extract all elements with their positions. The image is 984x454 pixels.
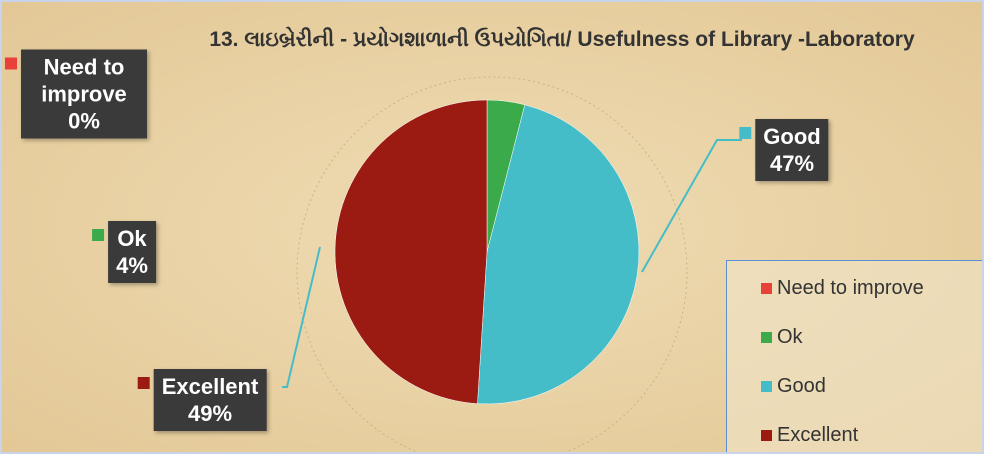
- label-swatch: [739, 127, 752, 139]
- legend-item: Excellent: [727, 422, 982, 452]
- data-label: Excellent 49%: [137, 369, 267, 431]
- label-value: 47%: [769, 151, 815, 176]
- label-category: Excellent: [161, 374, 259, 399]
- legend-swatch: [761, 283, 772, 294]
- legend-swatch: [761, 430, 772, 441]
- label-swatch: [92, 229, 105, 241]
- legend-item: Good: [727, 373, 982, 422]
- label-value: 4%: [116, 253, 148, 278]
- pie-slice: [477, 104, 640, 405]
- pie-slice: [334, 99, 488, 404]
- legend: Need to improve Ok Good Excellent: [726, 260, 982, 452]
- chart-title: 13. લાઇબ્રેરીની - પ્રયોગશાળાની ઉપયોગિતા/…: [209, 28, 915, 51]
- legend-swatch: [761, 332, 772, 343]
- data-label: Good 47%: [739, 119, 829, 181]
- label-swatch: [5, 57, 17, 70]
- leader-line: [282, 246, 321, 388]
- label-swatch: [137, 377, 150, 389]
- legend-swatch: [761, 381, 772, 392]
- label-value: 49%: [187, 401, 233, 426]
- data-label: Ok 4%: [92, 221, 156, 283]
- legend-item: Need to improve: [727, 275, 982, 324]
- legend-label: Good: [777, 375, 826, 397]
- data-label: Need to improve 0%: [5, 49, 147, 139]
- label-category: Good: [763, 124, 821, 149]
- label-category: Ok: [117, 226, 147, 251]
- legend-item: Ok: [727, 324, 982, 373]
- pie-outline: [296, 76, 688, 452]
- legend-label: Need to improve: [777, 277, 924, 299]
- legend-label: Excellent: [777, 424, 859, 446]
- leader-line: [641, 139, 742, 273]
- label-category: Need to improve: [41, 54, 127, 107]
- legend-label: Ok: [777, 326, 803, 348]
- label-value: 0%: [68, 108, 100, 134]
